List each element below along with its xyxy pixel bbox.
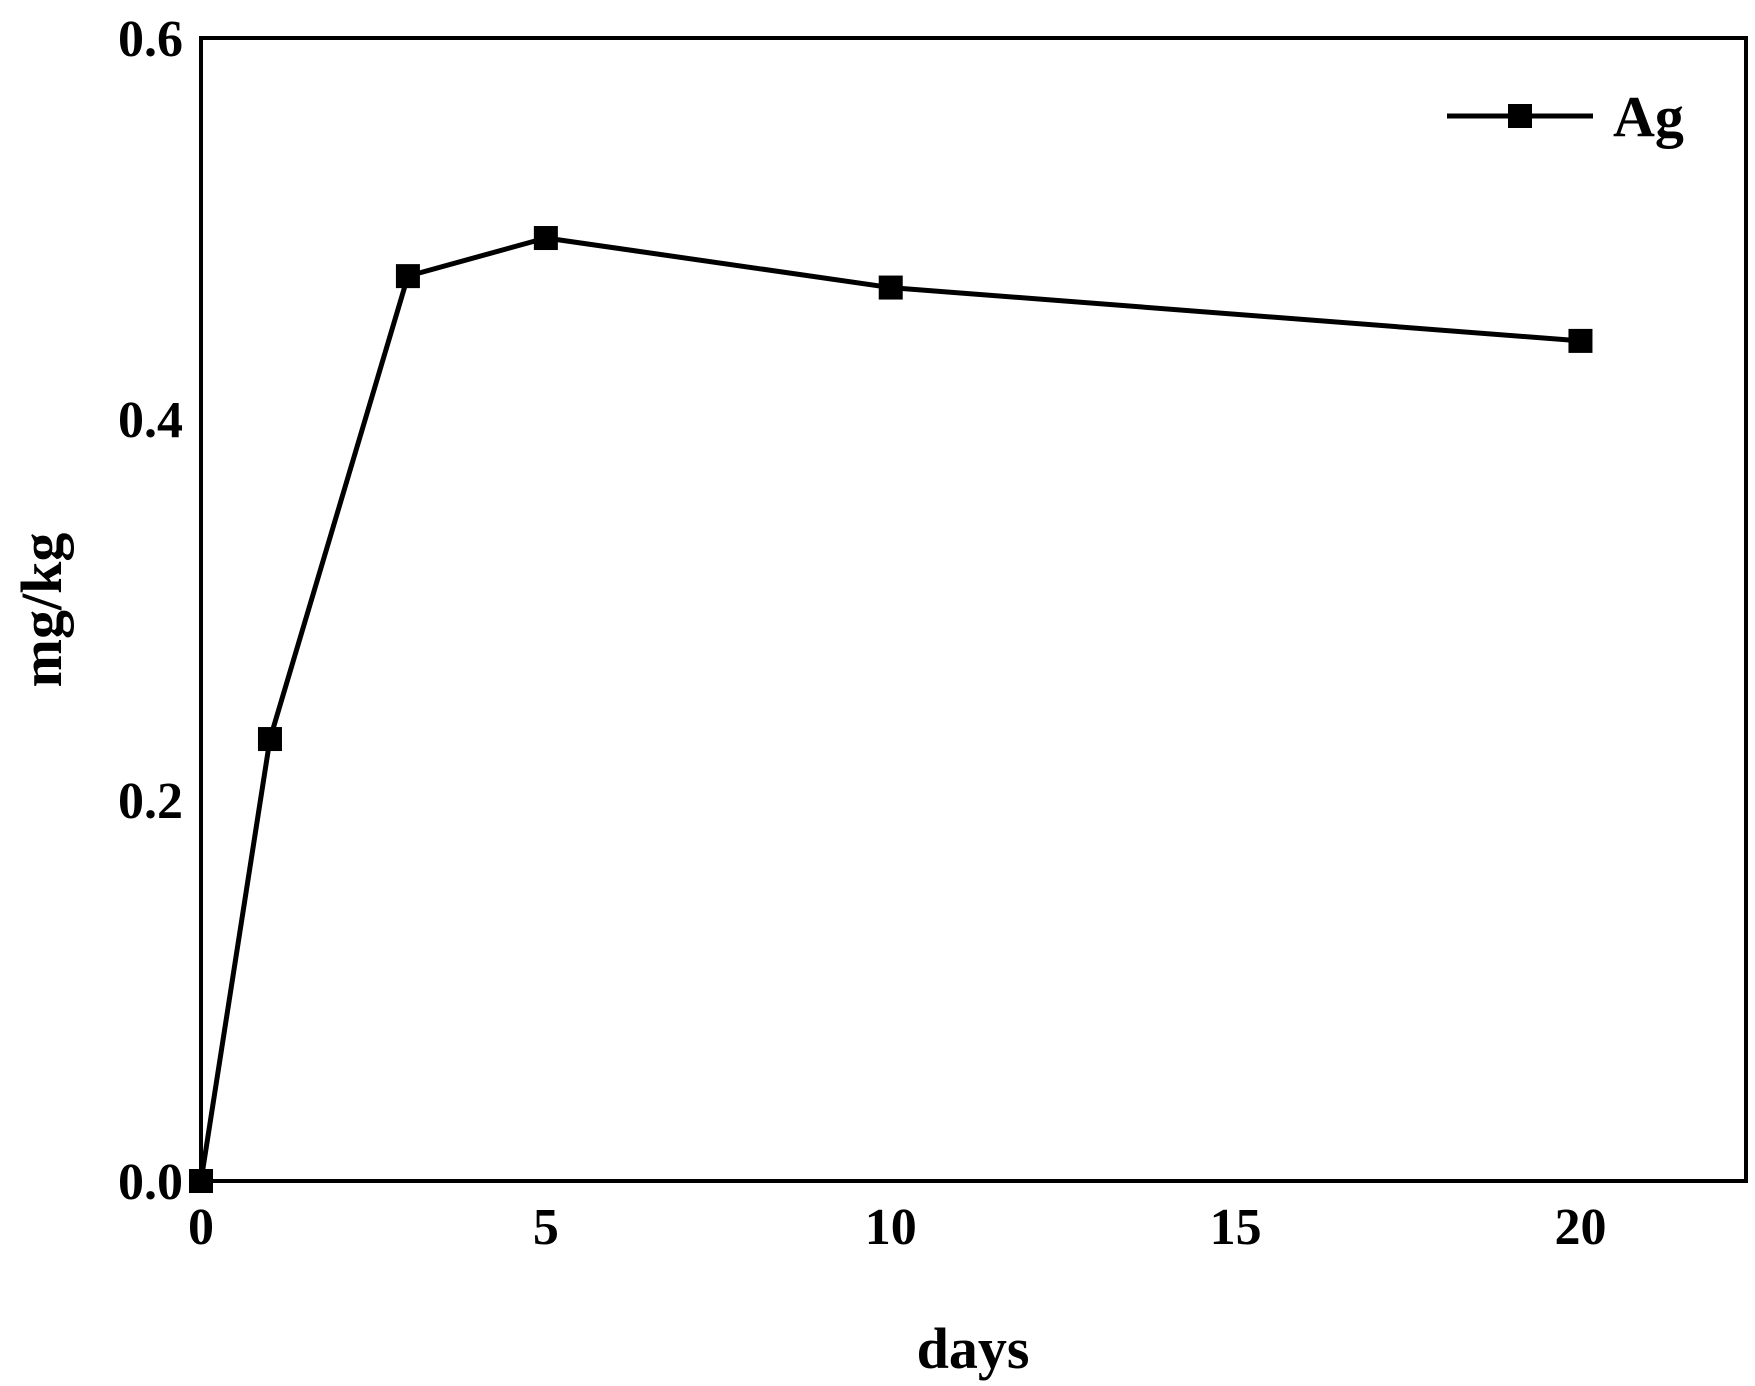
y-tick-label: 0.0 [118,1154,183,1211]
x-tick-label: 20 [1554,1199,1606,1256]
x-tick-label: 5 [533,1199,559,1256]
legend-marker-ag [1508,104,1532,128]
x-axis-ticks: 0 5 10 15 20 [188,1199,1606,1256]
x-axis-title: days [917,1316,1030,1381]
y-tick-label: 0.6 [118,11,183,68]
x-tick-label: 10 [865,1199,917,1256]
x-tick-label: 0 [188,1199,214,1256]
series-layer [189,226,1593,1193]
y-axis-ticks: 0.0 0.2 0.4 0.6 [118,11,183,1211]
y-tick-label: 0.4 [118,392,183,449]
data-point [533,226,558,251]
data-point [878,275,903,300]
series-line-ag [198,235,1581,1182]
y-tick-label: 0.2 [118,773,183,830]
x-tick-label: 15 [1210,1199,1262,1256]
y-axis-title: mg/kg [9,533,74,688]
data-point [395,264,420,289]
data-point [257,727,282,752]
data-point [189,1169,213,1193]
plot-area-frame [199,36,1748,1183]
data-point [1568,328,1593,353]
legend: Ag [1447,84,1684,149]
legend-label-ag: Ag [1613,84,1684,149]
